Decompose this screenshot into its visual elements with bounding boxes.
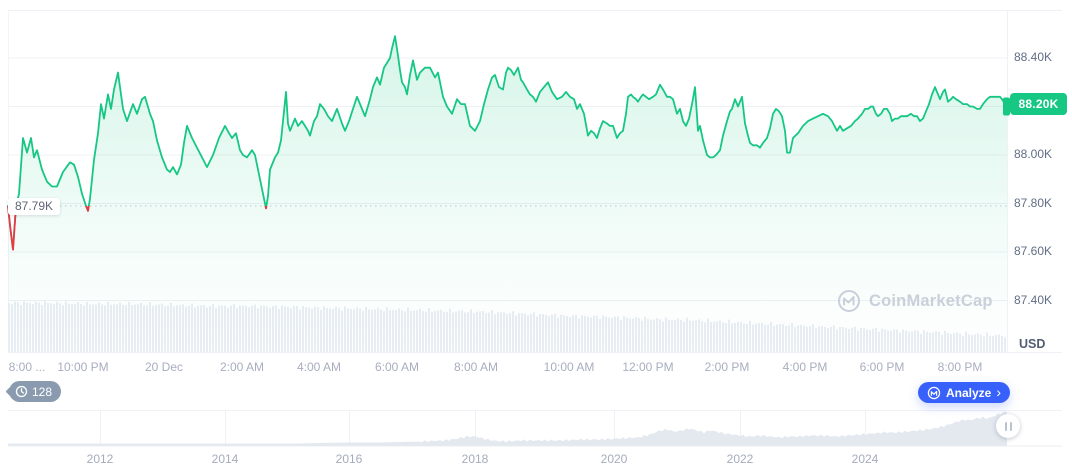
x-axis-tick-label: 8:00 PM xyxy=(937,360,983,374)
x-axis-tick-label: 6:00 PM xyxy=(859,360,905,374)
timeline-year-label: 2024 xyxy=(851,452,879,466)
watermark: CoinMarketCap xyxy=(837,289,993,313)
x-axis-tick-label: 8:00 AM xyxy=(453,360,499,374)
current-price-badge: 88.20K xyxy=(1010,93,1067,115)
analyze-button[interactable]: Analyze › xyxy=(918,382,1011,403)
timeline-year-label: 2012 xyxy=(86,452,114,466)
timeline-year-label: 2022 xyxy=(726,452,754,466)
x-axis-tick-label: 4:00 PM xyxy=(782,360,828,374)
y-axis-tick-label: 88.00K xyxy=(1014,147,1053,161)
x-axis-tick-label: 2:00 PM xyxy=(704,360,750,374)
analyze-label: Analyze xyxy=(946,385,992,400)
y-axis-tick-label: 88.40K xyxy=(1014,50,1053,64)
timeline-year-label: 2016 xyxy=(335,452,363,466)
current-price-tick xyxy=(1003,97,1010,116)
drag-handle-icon xyxy=(1009,421,1012,431)
y-axis-tick-label: 87.60K xyxy=(1014,244,1053,258)
timeline-minimap[interactable] xyxy=(8,408,1007,446)
x-axis-tick-label: 6:00 AM xyxy=(374,360,420,374)
previous-close-label: 87.79K xyxy=(8,198,61,215)
x-axis-tick-label: 2:00 AM xyxy=(219,360,265,374)
currency-unit-label: USD xyxy=(1019,337,1046,351)
drag-handle-icon xyxy=(1004,421,1007,431)
x-axis-tick-label: 10:00 AM xyxy=(543,360,595,374)
timeline-year-labels: 2012 2014 2016 2018 2020 2022 2024 xyxy=(0,452,1072,468)
history-clock-icon xyxy=(15,385,28,398)
cmc-logo-icon xyxy=(927,386,941,399)
chevron-right-icon: › xyxy=(996,384,1002,400)
timeline-year-label: 2018 xyxy=(461,452,489,466)
replay-count-badge[interactable]: 128 xyxy=(9,381,62,402)
timeline-minimap-area xyxy=(8,411,1007,446)
price-line xyxy=(7,35,1008,251)
y-axis-tick-label: 87.40K xyxy=(1014,292,1053,307)
coinmarketcap-logo-icon xyxy=(838,290,860,312)
timeline-scrubber-handle[interactable] xyxy=(996,414,1020,438)
x-axis-tick-label: 8:00 ... xyxy=(8,360,46,374)
x-axis: 8:00 ... 10:00 PM 20 Dec 2:00 AM 4:00 AM 6:00… xyxy=(0,360,1072,376)
y-axis-tick-label: 87.80K xyxy=(1014,195,1053,210)
x-axis-tick-label: 4:00 AM xyxy=(296,360,342,374)
current-price-value: 88.20K xyxy=(1018,97,1059,111)
timeline-year-label: 2014 xyxy=(211,452,239,466)
price-area-fill xyxy=(8,36,1007,352)
x-axis-tick-label: 12:00 PM xyxy=(622,360,674,374)
watermark-text: CoinMarketCap xyxy=(869,291,993,310)
timeline-year-label: 2020 xyxy=(600,452,628,466)
x-axis-tick-label: 20 Dec xyxy=(144,360,184,374)
replay-count: 128 xyxy=(32,384,53,399)
x-axis-tick-label: 10:00 PM xyxy=(57,360,109,374)
